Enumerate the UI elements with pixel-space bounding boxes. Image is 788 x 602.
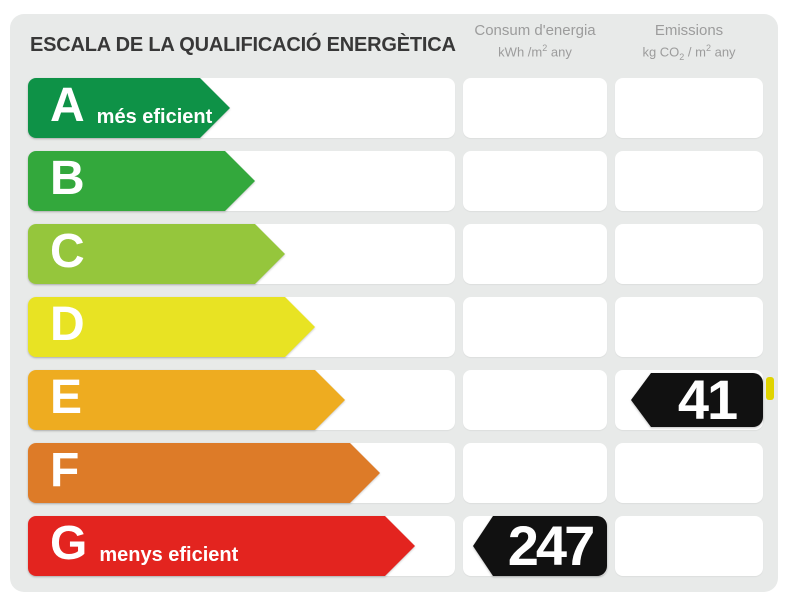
bar-arrow-tip	[255, 224, 285, 284]
rating-row-e: E 41	[10, 370, 778, 430]
rating-letter: C	[50, 225, 85, 278]
rating-bar-body: E	[28, 370, 315, 430]
consum-cell-b	[463, 151, 607, 211]
emissions-header-unit: kg CO2 / m2 any	[642, 43, 736, 62]
rating-label: més eficient	[96, 105, 213, 128]
consum-header-unit: kWh /m2 any	[498, 43, 572, 60]
energy-rating-card: ESCALA DE LA QUALIFICACIÓ ENERGÈTICA Con…	[10, 14, 778, 592]
page-title: ESCALA DE LA QUALIFICACIÓ ENERGÈTICA	[30, 34, 456, 56]
rating-letter: D	[50, 298, 85, 351]
rating-bar-body: G menys eficient	[28, 516, 385, 576]
consum-cell-c	[463, 224, 607, 284]
emissions-cell-d	[615, 297, 763, 357]
rating-letter: B	[50, 152, 85, 205]
consum-column-header: Consum d'energia kWh /m2 any	[463, 22, 607, 59]
rating-rows: A més eficient B C	[10, 78, 778, 576]
emissions-cell-b	[615, 151, 763, 211]
rating-bar-body: F	[28, 443, 350, 503]
badge-arrow-tip	[473, 516, 493, 576]
emissions-cell-a	[615, 78, 763, 138]
rating-bar-body: D	[28, 297, 285, 357]
emissions-cell-c	[615, 224, 763, 284]
consum-value: 247	[493, 516, 607, 576]
rating-letter: F	[50, 444, 80, 497]
consum-cell-f	[463, 443, 607, 503]
yellow-indicator	[766, 377, 774, 400]
consum-cell-e	[463, 370, 607, 430]
rating-row-g: G menys eficient 247	[10, 516, 778, 576]
rating-bar-body: C	[28, 224, 255, 284]
consum-cell-a	[463, 78, 607, 138]
rating-row-b: B	[10, 151, 778, 211]
consum-header-label: Consum d'energia	[474, 22, 596, 39]
emissions-value-badge: 41	[631, 372, 763, 428]
rating-bar-f: F	[28, 443, 380, 503]
rating-row-d: D	[10, 297, 778, 357]
bar-arrow-tip	[200, 78, 230, 138]
emissions-value: 41	[651, 372, 763, 428]
bar-arrow-tip	[315, 370, 345, 430]
rating-row-f: F	[10, 443, 778, 503]
badge-arrow-tip	[631, 373, 651, 427]
consum-value-badge: 247	[473, 516, 607, 576]
rating-letter: E	[50, 371, 83, 424]
emissions-column-header: Emissions kg CO2 / m2 any	[615, 22, 763, 62]
rating-bar-a: A més eficient	[28, 78, 230, 138]
rating-letter: G	[50, 517, 88, 570]
emissions-cell-g	[615, 516, 763, 576]
rating-bar-b: B	[28, 151, 255, 211]
rating-row-a: A més eficient	[10, 78, 778, 138]
rating-row-c: C	[10, 224, 778, 284]
rating-bar-d: D	[28, 297, 315, 357]
rating-letter: A	[50, 79, 85, 132]
bar-arrow-tip	[350, 443, 380, 503]
bar-arrow-tip	[285, 297, 315, 357]
bar-arrow-tip	[225, 151, 255, 211]
rating-label: menys eficient	[99, 543, 239, 566]
rating-bar-g: G menys eficient	[28, 516, 415, 576]
rating-bar-e: E	[28, 370, 345, 430]
rating-bar-c: C	[28, 224, 285, 284]
emissions-cell-f	[615, 443, 763, 503]
bar-arrow-tip	[385, 516, 415, 576]
emissions-header-label: Emissions	[654, 22, 724, 39]
rating-bar-body: B	[28, 151, 225, 211]
consum-cell-d	[463, 297, 607, 357]
rating-bar-body: A més eficient	[28, 78, 212, 138]
